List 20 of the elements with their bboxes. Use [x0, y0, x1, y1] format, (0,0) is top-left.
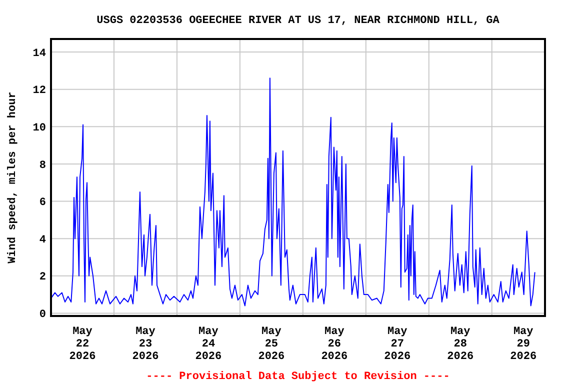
line-series: [51, 78, 536, 306]
x-tick-label: May 29 2026: [510, 326, 537, 363]
x-tick-label: May 22 2026: [69, 326, 96, 363]
y-tick-label: 6: [39, 197, 46, 210]
x-tick-label: May 24 2026: [195, 326, 222, 363]
x-tick-label: May 26 2026: [321, 326, 348, 363]
x-tick-label: May 28 2026: [447, 326, 474, 363]
y-axis-title: Wind speed, miles per hour: [7, 92, 19, 264]
x-tick-label: May 27 2026: [384, 326, 411, 363]
chart-title: USGS 02203536 OGEECHEE RIVER AT US 17, NEAR RICHMOND HILL, GA: [96, 15, 500, 27]
y-tick-label: 4: [39, 234, 46, 246]
y-tick-label: 2: [39, 272, 46, 284]
y-tick-label: 10: [32, 122, 46, 135]
y-tick-label: 8: [39, 160, 46, 172]
text: ---- Provisional Data Subject to Revision ----: [146, 371, 450, 383]
y-tick-label: 14: [32, 48, 46, 60]
x-tick-label: May 23 2026: [132, 326, 159, 363]
x-tick-label: May 25 2026: [258, 326, 285, 363]
y-tick-label: 12: [32, 85, 46, 98]
y-tick-label: 0: [39, 309, 46, 322]
